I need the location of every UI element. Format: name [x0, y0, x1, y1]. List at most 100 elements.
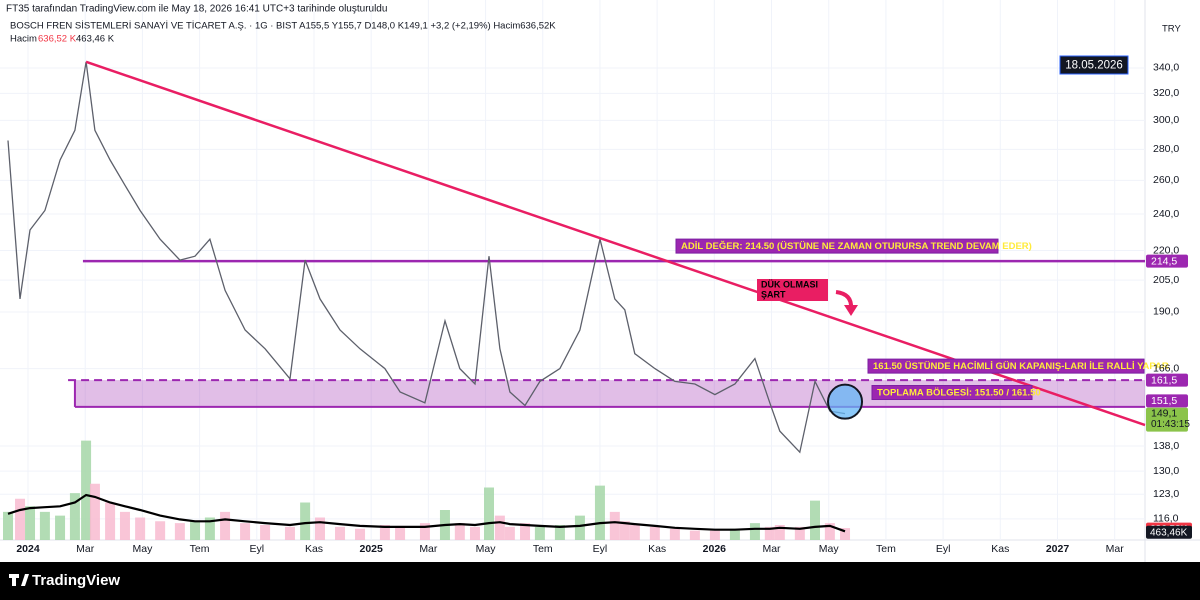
volume-bar — [3, 511, 14, 540]
y-tick-label: 123,0 — [1153, 488, 1179, 500]
volume-bar — [15, 498, 26, 540]
x-tick-label: May — [132, 543, 153, 555]
price-tag-label: 151,5 — [1151, 395, 1177, 407]
y-tick-label: 130,0 — [1153, 465, 1179, 477]
y-tick-label: 116,0 — [1153, 513, 1179, 525]
credit: FT35 tarafından TradingView.com ile May … — [6, 4, 387, 15]
volume-bar — [764, 526, 775, 540]
grid — [0, 0, 1145, 540]
volume-bar — [520, 523, 531, 540]
axes: 340,0 320,0 300,0 280,0 260,0 240,0 220,0 205,0… — [16, 62, 1192, 555]
volume-tag — [1146, 525, 1192, 539]
volume-bar — [709, 530, 720, 540]
y-tick-label: 138,0 — [1153, 440, 1179, 452]
symbol-legend: BOSCH FREN SİSTEMLERİ SANAYİ VE TİCARET … — [10, 21, 556, 32]
price-tag — [1146, 254, 1188, 268]
volume-bar — [649, 526, 660, 540]
volume-bar — [155, 521, 166, 540]
volume-bar — [300, 502, 311, 540]
volume-bar — [794, 526, 805, 540]
volume-bar — [135, 517, 146, 540]
x-tick-label: 2026 — [703, 543, 727, 555]
price-tag-label: 214,5 — [1151, 255, 1177, 267]
volume-title: Hacim — [10, 34, 37, 45]
volume-bar — [395, 526, 406, 540]
volume-bar — [204, 517, 215, 540]
note-arrow-head — [844, 305, 858, 316]
x-tick-label: Eyl — [249, 543, 264, 555]
volume-bar — [55, 515, 66, 540]
volume-bar — [494, 515, 505, 540]
volume-now: 636,52 K — [38, 34, 77, 45]
currency: TRY — [1162, 24, 1181, 35]
price-tag-label: 161,5 — [1151, 374, 1177, 386]
y-tick-label: 340,0 — [1153, 62, 1179, 74]
x-tick-label: Tem — [533, 543, 553, 555]
x-tick-label: Eyl — [936, 543, 951, 555]
volume-bar — [89, 483, 100, 540]
volume-bar — [174, 523, 185, 540]
y-tick-label: 280,0 — [1153, 143, 1179, 155]
note-text: DÜK OLMASI — [761, 279, 818, 289]
volume-bar — [483, 487, 494, 540]
volume-bar — [379, 525, 390, 540]
x-tick-label: May — [819, 543, 840, 555]
y-tick-label: 300,0 — [1153, 114, 1179, 126]
brand: TradingView — [32, 572, 120, 589]
x-tick-label: Tem — [876, 543, 896, 555]
volume-bar — [105, 502, 116, 540]
y-tick-label: 220,0 — [1153, 244, 1179, 256]
x-tick-label: Mar — [76, 543, 95, 555]
volume-tag-label: 463,46K — [1150, 527, 1188, 538]
volume-bar — [39, 511, 50, 540]
x-tick-label: Mar — [1106, 543, 1125, 555]
volume-bar — [69, 493, 80, 540]
y-tick-label: 190,0 — [1153, 306, 1179, 318]
volume-bar — [809, 500, 820, 540]
y-tick-label: 260,0 — [1153, 174, 1179, 186]
volume-bar — [25, 506, 36, 540]
volume-ma-now: 463,46 K — [76, 34, 115, 45]
volume-bar — [335, 526, 346, 540]
x-tick-label: 2025 — [360, 543, 384, 555]
volume-pane — [3, 440, 851, 540]
volume-bar — [81, 440, 92, 540]
countdown: 01:43:15 — [1151, 419, 1190, 430]
zone-label: TOPLAMA BÖLGESİ: 151.50 / 161.50 — [877, 388, 1041, 399]
x-tick-label: Eyl — [593, 543, 608, 555]
fair-value-label: ADİL DEĞER: 214.50 (ÜSTÜNE NE ZAMAN OTUR… — [681, 240, 1032, 252]
volume-bar — [619, 521, 630, 540]
volume-bar — [574, 515, 585, 540]
y-tick-label: 166,0 — [1153, 362, 1179, 374]
x-tick-label: Tem — [190, 543, 210, 555]
volume-bar — [469, 526, 480, 540]
rally-label: 161.50 ÜSTÜNDE HACİMLİ GÜN KAPANIŞ-LARI … — [873, 361, 1169, 372]
volume-bar — [240, 523, 251, 540]
date-badge-text: 18.05.2026 — [1065, 60, 1123, 72]
volume-bar — [504, 526, 515, 540]
volume-bar — [260, 525, 271, 540]
volume-bar — [419, 523, 430, 540]
x-tick-label: 2024 — [16, 543, 40, 555]
volume-bar — [355, 528, 366, 540]
volume-bar — [669, 528, 680, 540]
last-price-label: 149,1 — [1151, 407, 1177, 419]
x-tick-label: Kas — [991, 543, 1009, 555]
volume-bar — [119, 511, 130, 540]
price-line — [7, 61, 846, 454]
volume-bar — [609, 511, 620, 540]
volume-bar — [534, 526, 545, 540]
x-tick-label: Kas — [648, 543, 666, 555]
volume-bar — [190, 521, 201, 540]
volume-bar — [774, 525, 785, 540]
volume-bar — [554, 525, 565, 540]
volume-ma-line — [7, 493, 846, 533]
x-tick-label: May — [476, 543, 497, 555]
volume-bar — [749, 523, 760, 540]
volume-bar — [689, 530, 700, 540]
price-tag — [1146, 373, 1188, 387]
volume-bar — [454, 523, 465, 540]
x-tick-label: Mar — [762, 543, 781, 555]
